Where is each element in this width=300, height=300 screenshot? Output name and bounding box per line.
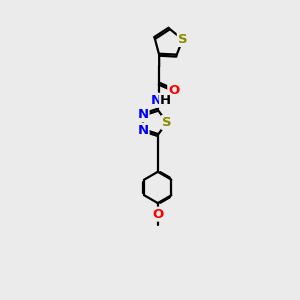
Text: S: S	[162, 116, 172, 129]
Text: N: N	[137, 124, 148, 137]
Text: O: O	[152, 208, 164, 220]
Text: N: N	[137, 108, 148, 121]
Text: N: N	[150, 94, 161, 107]
Text: O: O	[168, 84, 179, 97]
Text: S: S	[178, 33, 188, 46]
Text: H: H	[160, 94, 171, 107]
